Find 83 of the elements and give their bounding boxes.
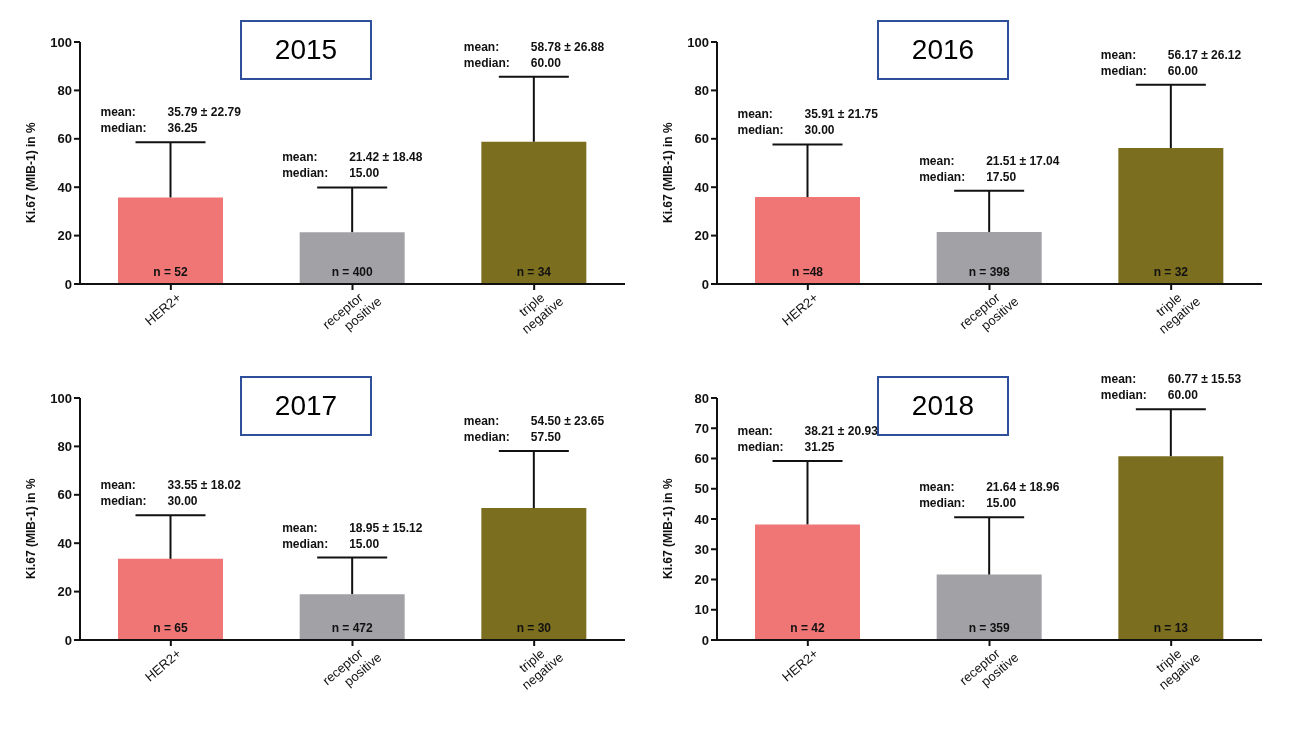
bar: [936, 574, 1042, 640]
annotation: n = 359: [968, 621, 1010, 635]
y-tick-label: 50: [694, 481, 709, 497]
text: mean: 21.64 ± 18.96: [919, 480, 1060, 495]
y-tick-label: 30: [694, 541, 709, 557]
text: mean: 58.78 ± 26.88: [463, 39, 605, 54]
y-tick-label: 40: [694, 179, 709, 195]
y-tick-label: 40: [694, 511, 709, 527]
text: median: 60.00: [1100, 388, 1198, 403]
text: median: 60.00: [463, 55, 561, 70]
y-tick-label: 0: [64, 276, 72, 292]
bar: [118, 558, 223, 640]
y-tick-label: 100: [50, 34, 72, 50]
y-tick-label: 60: [57, 131, 72, 147]
y-axis-title: Ki.67 (MIB-1) in %: [24, 477, 39, 579]
y-tick-label: 10: [694, 602, 709, 618]
annotation: n = 472: [331, 621, 373, 635]
text: median: 30.00: [737, 123, 835, 138]
annotation: n = 65: [153, 621, 188, 635]
annotation: n = 30: [516, 621, 552, 635]
y-tick-label: 60: [57, 487, 72, 503]
y-tick-label: 80: [57, 439, 72, 455]
y-tick-label: 100: [687, 34, 709, 50]
text: median: 31.25: [737, 440, 835, 455]
bar: [1118, 148, 1224, 284]
bar: [481, 141, 587, 284]
y-tick-label: 80: [57, 83, 72, 99]
text: median: 30.00: [100, 494, 198, 509]
text: mean: 18.95 ± 15.12: [282, 520, 423, 535]
text: mean: 56.17 ± 26.12: [1100, 47, 1242, 62]
bar: [299, 232, 405, 284]
annotation: n = 398: [968, 265, 1010, 279]
y-axis-title: Ki.67 (MIB-1) in %: [661, 121, 676, 223]
y-tick-label: 20: [57, 228, 72, 244]
y-tick-label: 60: [694, 451, 709, 467]
y-tick-label: 20: [694, 572, 709, 588]
y-tick-label: 70: [694, 420, 709, 436]
text: mean: 35.79 ± 22.79: [100, 105, 241, 120]
bar: [299, 594, 405, 640]
bar: [481, 508, 587, 640]
text: mean: 38.21 ± 20.93: [737, 424, 878, 439]
y-tick-label: 0: [64, 632, 72, 648]
text: median: 60.00: [1100, 63, 1198, 78]
y-tick-label: 20: [57, 584, 72, 600]
y-axis-title: Ki.67 (MIB-1) in %: [661, 477, 676, 579]
y-tick-label: 80: [694, 83, 709, 99]
annotation: n = 52: [153, 265, 188, 279]
text: median: 17.50: [919, 169, 1017, 184]
chart-title: 2018: [877, 376, 1009, 436]
y-axis-title: Ki.67 (MIB-1) in %: [24, 121, 39, 223]
y-tick-label: 100: [50, 390, 72, 406]
text: mean: 33.55 ± 18.02: [100, 478, 241, 493]
annotation: n = 400: [331, 265, 373, 279]
y-tick-label: 0: [701, 632, 709, 648]
text: mean: 21.51 ± 17.04: [919, 153, 1060, 168]
chart-title: 2015: [240, 20, 372, 80]
y-tick-label: 0: [701, 276, 709, 292]
annotation: n = 34: [516, 265, 552, 279]
chart-title: 2017: [240, 376, 372, 436]
bar: [755, 197, 860, 284]
text: mean: 60.77 ± 15.53: [1100, 372, 1242, 387]
annotation: n = 32: [1153, 265, 1189, 279]
y-tick-label: 20: [694, 228, 709, 244]
annotation: n = 13: [1153, 621, 1189, 635]
y-tick-label: 60: [694, 131, 709, 147]
bar: [1118, 456, 1224, 640]
y-tick-label: 40: [57, 535, 72, 551]
bar: [755, 524, 860, 640]
text: median: 15.00: [919, 496, 1017, 511]
annotation: n = 42: [790, 621, 825, 635]
text: mean: 54.50 ± 23.65: [463, 413, 605, 428]
annotation: n =48: [791, 265, 824, 279]
text: median: 57.50: [463, 429, 561, 444]
text: median: 15.00: [282, 536, 380, 551]
y-tick-label: 40: [57, 179, 72, 195]
y-tick-label: 80: [694, 390, 709, 406]
chart-title: 2016: [877, 20, 1009, 80]
bar: [118, 197, 223, 284]
bar: [936, 231, 1042, 284]
text: mean: 21.42 ± 18.48: [282, 150, 423, 165]
text: median: 15.00: [282, 166, 380, 181]
text: mean: 35.91 ± 21.75: [737, 107, 878, 122]
text: median: 36.25: [100, 121, 198, 136]
